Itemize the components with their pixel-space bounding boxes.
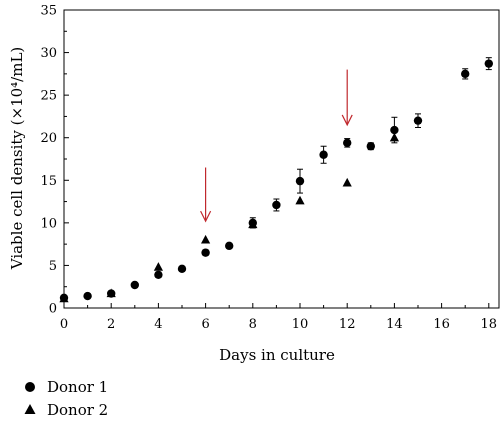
point-donor-1 (272, 200, 281, 210)
y-tick-label: 0 (49, 302, 57, 317)
point-donor-2 (389, 132, 399, 142)
point-donor-2 (106, 288, 116, 298)
x-axis-ticks: 0 2 4 6 8 10 12 14 16 18 (60, 303, 497, 332)
annotation-arrows (200, 69, 353, 223)
point-donor-1 (413, 116, 423, 125)
point-donor-1 (225, 241, 234, 251)
point-donor-2 (153, 262, 163, 271)
y-tick-label: 25 (40, 89, 57, 104)
legend-label-donor-2: Donor 2 (47, 401, 108, 419)
point-donor-2 (248, 219, 258, 229)
y-tick-label: 5 (49, 259, 57, 274)
x-tick-label: 4 (154, 317, 162, 332)
legend-marker-donor-2 (24, 404, 36, 414)
point-donor-1 (130, 280, 139, 290)
legend-marker-donor-1 (25, 382, 35, 392)
x-tick-label: 10 (292, 317, 309, 332)
point-donor-1 (461, 69, 470, 79)
x-tick-label: 14 (386, 317, 403, 332)
arrow-head (341, 114, 353, 127)
legend-label-donor-1: Donor 1 (47, 378, 108, 396)
point-donor-1 (484, 59, 493, 68)
point-donor-1 (83, 291, 92, 301)
point-donor-2 (295, 195, 305, 205)
y-axis-label: Viable cell density (×10⁴/mL) (8, 47, 26, 271)
y-tick-label: 35 (40, 4, 57, 19)
y-tick-label: 30 (40, 46, 57, 61)
point-donor-2 (59, 293, 69, 303)
plot-border (63, 9, 500, 309)
point-donor-1 (366, 142, 375, 151)
y-tick-label: 20 (40, 131, 57, 146)
point-donor-2 (342, 177, 352, 187)
point-donor-2 (201, 234, 211, 244)
y-tick-label: 15 (40, 174, 57, 189)
point-donor-1 (201, 248, 210, 257)
point-donor-1 (154, 270, 163, 279)
x-tick-label: 6 (201, 317, 209, 332)
point-donor-1 (343, 138, 352, 148)
x-axis-label: Days in culture (219, 346, 335, 364)
x-tick-label: 16 (433, 317, 450, 332)
legend: Donor 1 Donor 2 (24, 378, 108, 419)
plot-frame (63, 9, 500, 309)
data-points (59, 59, 493, 303)
x-tick-label: 0 (60, 317, 68, 332)
error-bars (61, 57, 492, 300)
point-donor-1 (319, 150, 328, 159)
x-tick-label: 18 (481, 317, 498, 332)
point-donor-1 (295, 176, 305, 186)
x-tick-label: 8 (249, 317, 257, 332)
y-tick-label: 10 (40, 216, 57, 231)
arrow-head (200, 210, 212, 223)
point-donor-1 (177, 264, 187, 274)
point-donor-1 (390, 125, 399, 135)
x-tick-label: 12 (339, 317, 356, 332)
y-axis-ticks: 0 5 10 15 20 25 30 35 (40, 4, 69, 317)
x-tick-label: 2 (107, 317, 115, 332)
